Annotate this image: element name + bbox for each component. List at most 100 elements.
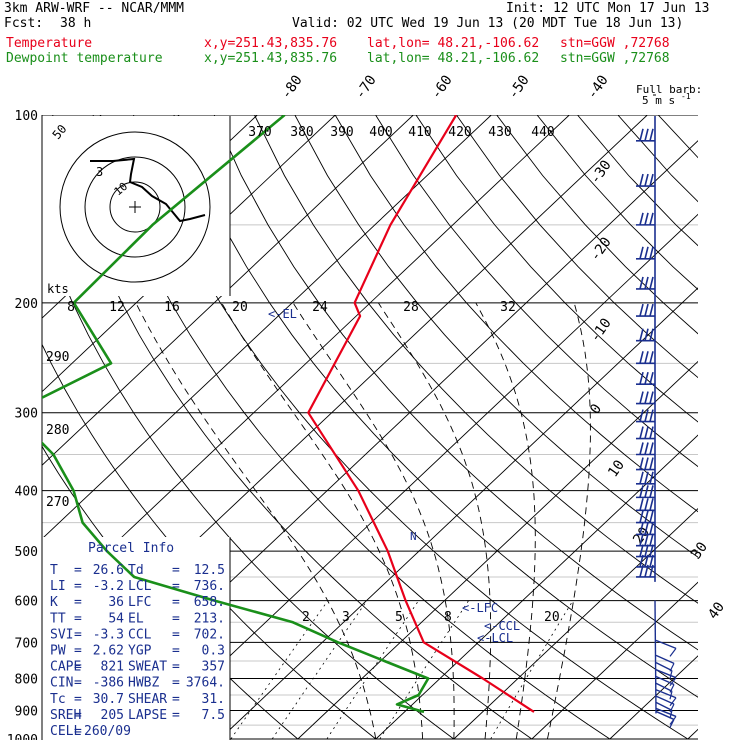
wind-barb-flag <box>649 173 654 187</box>
isotherm-line <box>297 360 698 740</box>
parcel-key: Tc <box>50 692 66 707</box>
parcel-key: SVI <box>50 627 73 642</box>
wind-barb-flag <box>669 719 675 728</box>
dewpoint-station: stn=GGW ,72768 <box>560 51 670 66</box>
dry-adiabat-line <box>334 115 698 513</box>
mixing-ratio-label: 3 <box>342 610 350 625</box>
dry-adiabat-line <box>699 115 740 739</box>
wind-barb-flag <box>649 554 654 568</box>
wind-scale-label: 28 <box>403 300 419 315</box>
wind-barb <box>655 707 677 718</box>
wind-barb-flag <box>639 522 644 535</box>
theta-e-label: 410 <box>408 125 431 140</box>
wind-barb-flag <box>639 533 644 546</box>
mixing-ratio-label: 8 <box>444 610 452 625</box>
pressure-tick-label: 200 <box>15 297 38 312</box>
wind-barb-flag <box>649 471 654 485</box>
pressure-tick-label: 100 <box>15 109 38 124</box>
temperature-profile-line <box>307 115 535 713</box>
parcel-key: SWEAT <box>128 660 167 675</box>
isotherm-line <box>609 655 698 740</box>
parcel-info-panel <box>42 537 230 740</box>
parcel-key: CCL <box>128 627 152 642</box>
wind-barb <box>655 639 677 649</box>
wind-scale-label: 20 <box>232 300 248 315</box>
isotherm-label: -70 <box>352 72 380 102</box>
theta-label: 290 <box>46 350 69 365</box>
wind-barb-flag <box>644 564 649 578</box>
wind-barb-flag <box>639 498 644 511</box>
wind-barb-flag <box>649 212 654 226</box>
hodograph-ring <box>109 181 161 233</box>
parcel-eq: = <box>74 644 82 659</box>
parcel-key: CAPE <box>50 660 81 675</box>
parcel-eq: = <box>172 611 180 626</box>
parcel-value: 54 <box>108 611 124 626</box>
mixing-ratio-line <box>230 600 329 740</box>
parcel-value: 0.3 <box>202 644 225 659</box>
hodograph-panel <box>42 116 230 296</box>
wind-barb-flag <box>644 246 649 259</box>
parcel-eq: = <box>74 724 82 739</box>
wind-barb-flag <box>644 522 649 535</box>
isotherm-label: -30 <box>587 157 615 187</box>
wind-barb-flag <box>639 485 644 498</box>
mixing-ratio-label: 2 <box>302 610 310 625</box>
wind-barb-flag <box>644 554 649 568</box>
dry-adiabat-line <box>52 115 533 740</box>
wind-barb-flag <box>649 409 654 422</box>
isotherm-line <box>687 728 698 740</box>
dry-adiabat-line <box>536 115 698 291</box>
parcel-key: SREH <box>50 708 81 723</box>
wind-barb-flag <box>639 173 644 187</box>
wind-barb <box>655 701 673 711</box>
wind-barb-flag <box>649 510 654 523</box>
mixing-ratio-line <box>490 600 574 740</box>
parcel-value: 213. <box>194 611 225 626</box>
parcel-eq: = <box>74 676 82 691</box>
temperature-latlon: lat,lon= 48.21,-106.62 <box>367 36 540 51</box>
parcel-eq: = <box>74 579 82 594</box>
parcel-value: 2.62 <box>93 644 124 659</box>
dewpoint-profile-line <box>42 115 430 714</box>
wind-barb-flag <box>649 426 654 439</box>
parcel-key: LI <box>50 579 66 594</box>
parcel-eq: = <box>172 563 180 578</box>
wind-barb <box>655 710 675 721</box>
parcel-key: EL <box>128 611 144 626</box>
wind-barb-flag <box>669 703 675 713</box>
parcel-value: 36 <box>108 595 124 610</box>
pressure-tick-label: 1000 <box>7 733 38 740</box>
parcel-key: PW <box>50 644 66 659</box>
barb-key-label: Full barb: <box>636 83 702 96</box>
moist-adiabat-line <box>475 302 536 740</box>
theta-e-label: 380 <box>290 125 313 140</box>
wind-scale-label: 32 <box>500 300 516 315</box>
lfc-marker-label: <-LFC <box>462 601 498 615</box>
theta-e-label: 440 <box>531 125 554 140</box>
wind-barb-flag <box>644 426 649 439</box>
wind-barb-flag <box>649 351 654 364</box>
wind-barb-flag <box>639 391 644 404</box>
wind-barb-flag <box>644 471 649 485</box>
wind-barb-flag <box>649 328 654 341</box>
parcel-value: 357 <box>202 660 225 675</box>
isotherm-label: -60 <box>428 72 456 102</box>
isotherm-line <box>42 115 492 540</box>
parcel-value: 12.5 <box>194 563 225 578</box>
mixing-ratio-line <box>326 600 419 740</box>
isotherm-label: 20 <box>630 524 653 547</box>
parcel-eq: = <box>74 708 82 723</box>
pressure-tick-label: 300 <box>15 407 38 422</box>
parcel-key: SHEAR <box>128 692 167 707</box>
dry-adiabat-line <box>132 115 689 740</box>
wind-barb <box>655 654 675 665</box>
wind-barb-flag <box>649 371 654 385</box>
dry-adiabat-line <box>254 115 698 604</box>
theta-label: 270 <box>46 495 69 510</box>
hodograph-trace <box>90 157 206 223</box>
isotherm-line <box>375 434 698 740</box>
wind-barb-flag <box>669 697 677 707</box>
wind-barb-flag <box>639 303 644 317</box>
wind-barb-flag <box>649 533 654 546</box>
